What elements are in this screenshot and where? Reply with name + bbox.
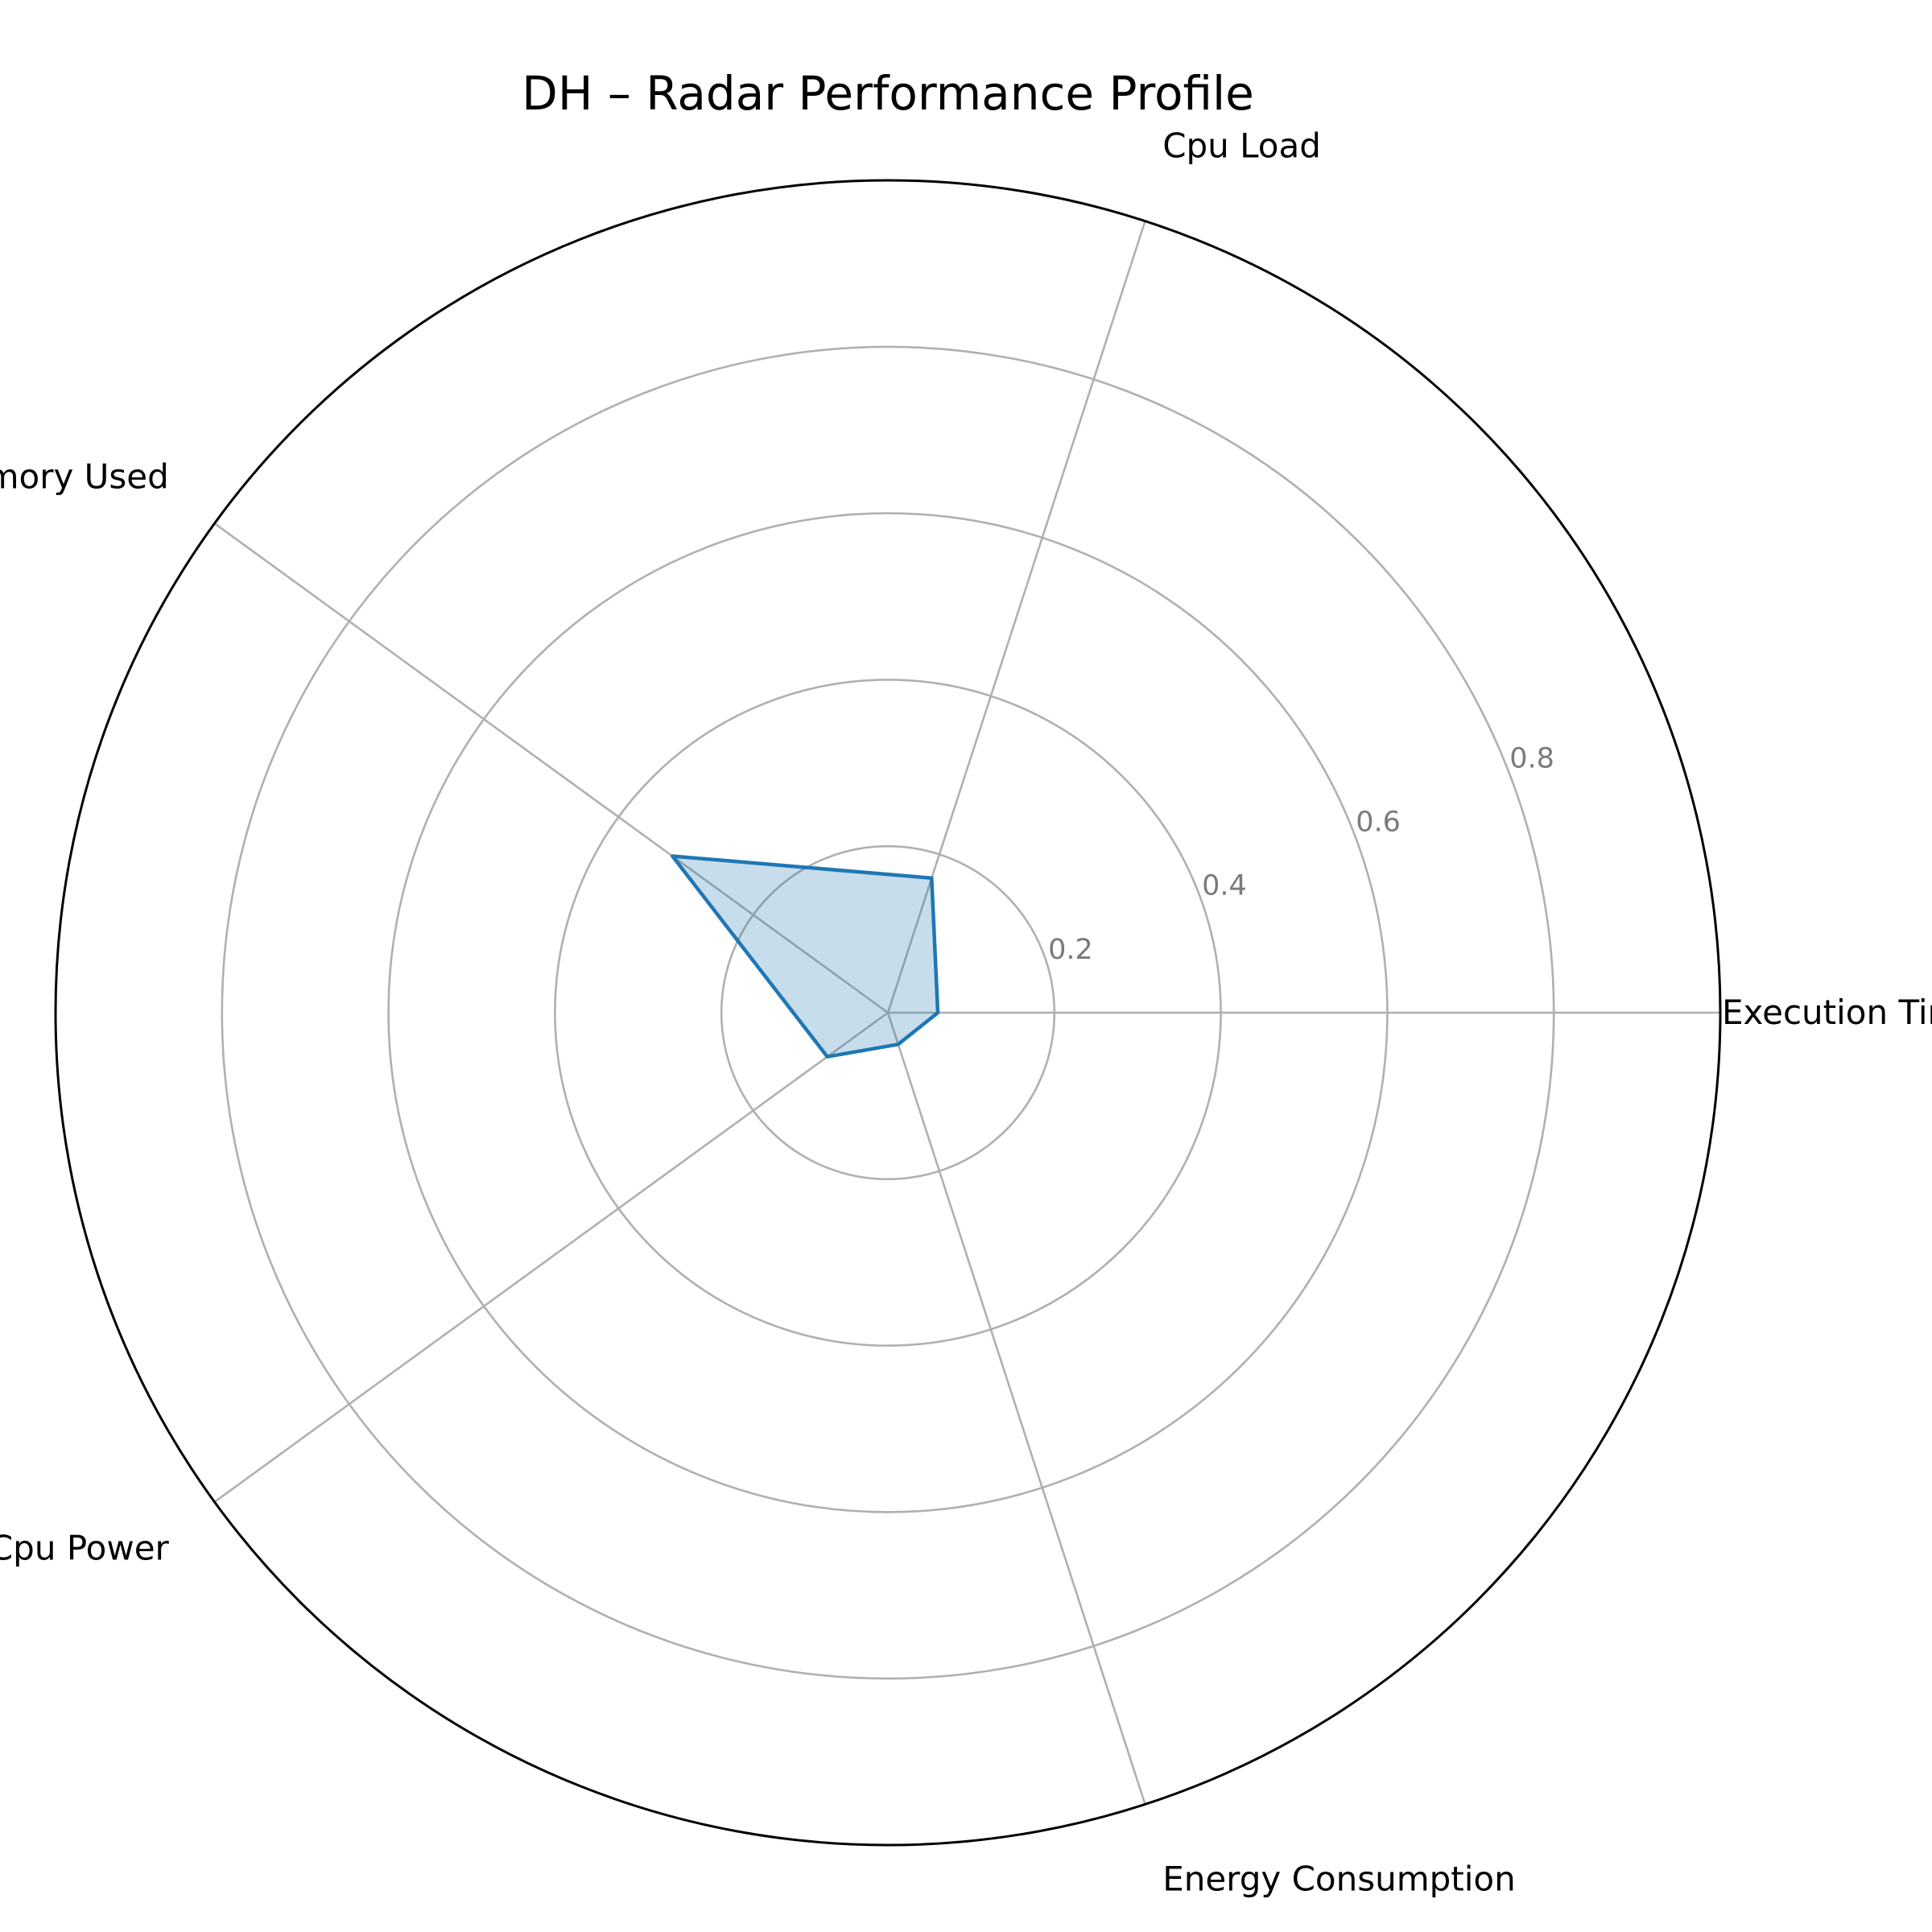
series-layer [671, 854, 940, 1059]
axis-spokes [213, 221, 1720, 1805]
outer-frame [54, 179, 1722, 1847]
outer-circle [54, 179, 1722, 1847]
series-area-1 [672, 856, 938, 1057]
spoke-3 [213, 522, 889, 1014]
spoke-4 [213, 1011, 889, 1503]
axis-label-execution-time: Execution Time [1722, 993, 1932, 1032]
spoke-5 [886, 1012, 1146, 1805]
series-line-1 [671, 854, 940, 1059]
radial-tick-labels: 0.2 0.4 0.6 0.8 [1048, 742, 1554, 966]
axis-label-energy-consumption: Energy Consumption [1162, 1860, 1516, 1899]
radial-tick-label: 0.4 [1202, 870, 1247, 902]
chart-title: DH – Radar Performance Profile [522, 66, 1254, 121]
radial-tick-label: 0.8 [1509, 742, 1554, 774]
axis-label-cpu-load: Cpu Load [1162, 126, 1321, 165]
axis-label-memory-used: Memory Used [0, 457, 169, 497]
axis-label-cpu-power: Cpu Power [0, 1528, 170, 1567]
radial-tick-label: 0.2 [1048, 934, 1093, 966]
radial-tick-label: 0.6 [1356, 807, 1401, 839]
axis-labels: Execution Time Cpu Load Memory Used Cpu Pow… [0, 126, 1932, 1898]
